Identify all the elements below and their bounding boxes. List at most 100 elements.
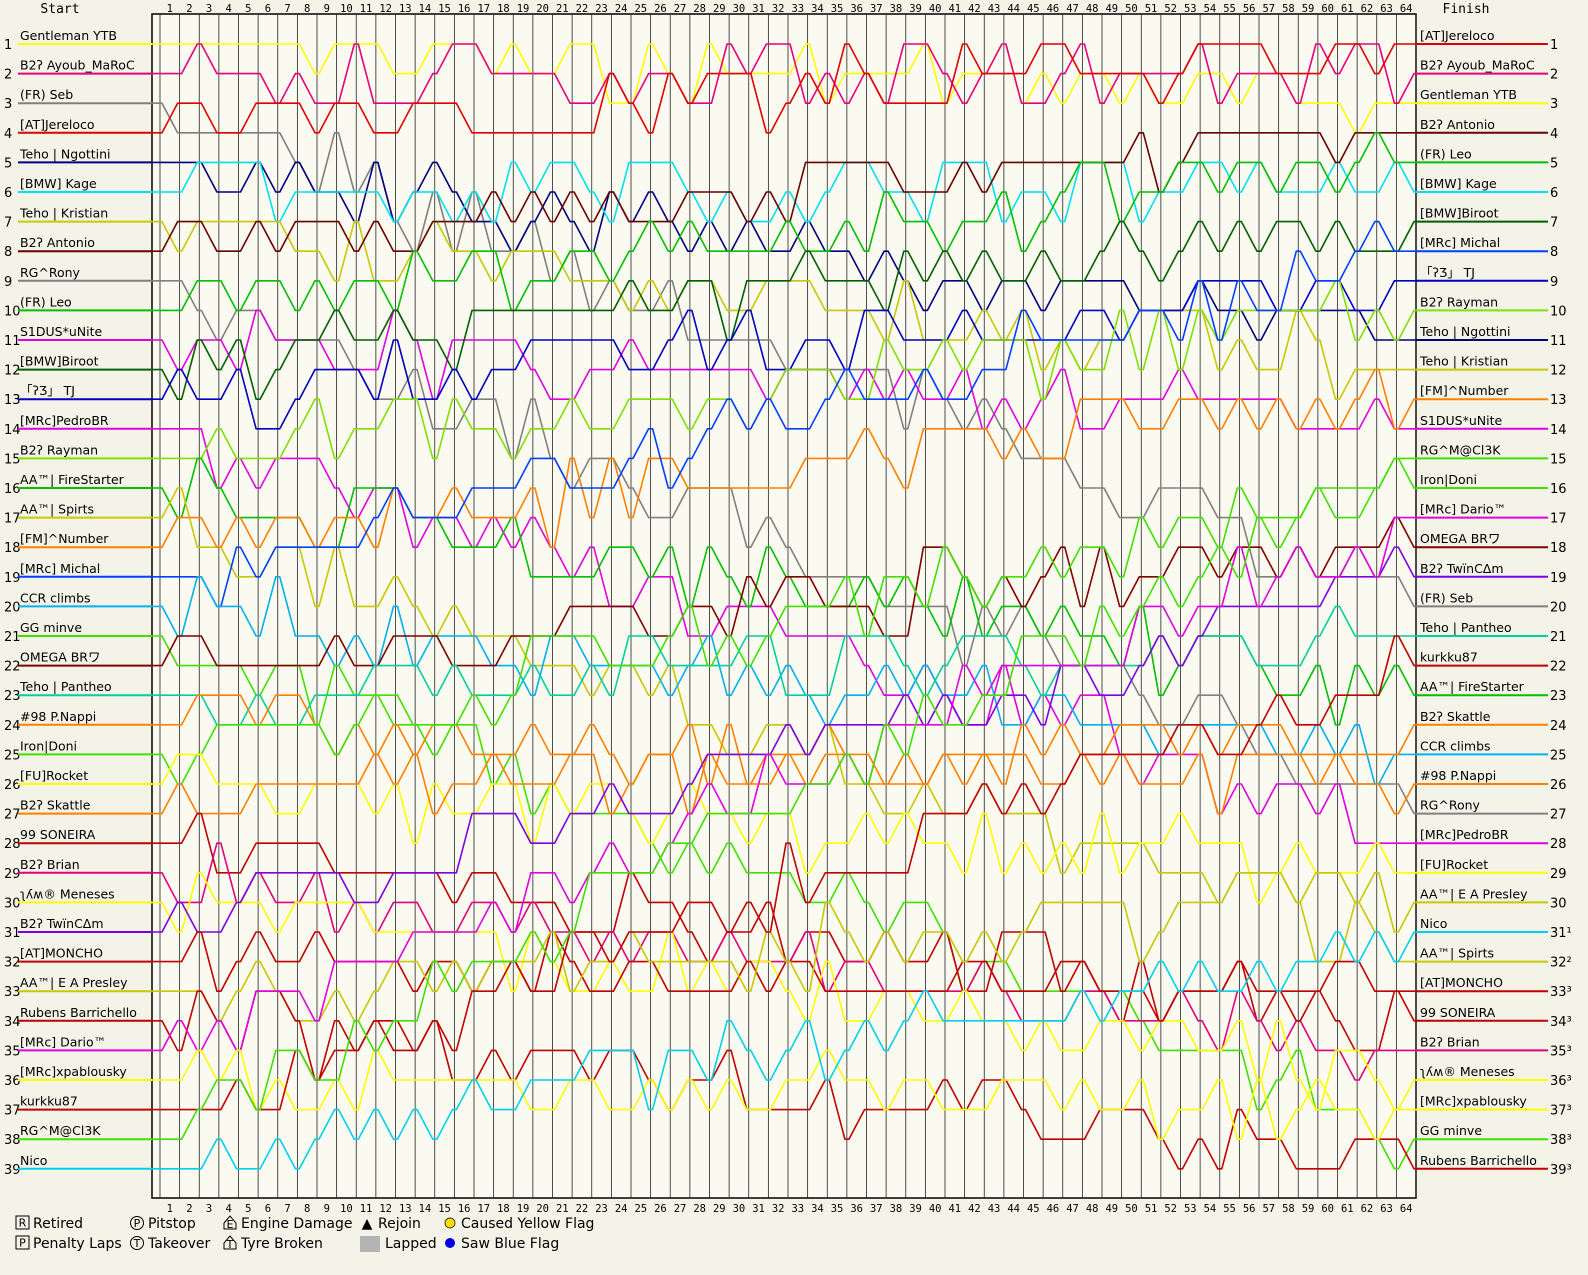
driver-trace	[152, 43, 1416, 134]
lap-number-bottom: 22	[576, 1203, 589, 1215]
lap-number-top: 55	[1223, 3, 1236, 15]
start-position-number: 34	[4, 1015, 21, 1030]
legend-symbol: T	[226, 1238, 234, 1251]
finish-player-name: B2ʔ Brian	[1420, 1034, 1480, 1049]
lap-number-top: 8	[304, 3, 310, 15]
finish-player-name: B2ʔ TwïnCΔm	[1420, 561, 1504, 576]
start-position-number: 15	[4, 452, 21, 467]
lap-number-bottom: 25	[634, 1203, 647, 1215]
legend-blue-dot-icon	[445, 1238, 455, 1248]
start-position-number: 25	[4, 748, 21, 763]
start-position-number: 28	[4, 837, 21, 852]
finish-player-name: [FM]^Number	[1420, 383, 1509, 398]
legend-label: Retired	[33, 1216, 83, 1232]
finish-player-name: ʅʎʍ® Meneses	[1420, 1064, 1515, 1079]
lap-number-top: 61	[1341, 3, 1354, 15]
legend-label: Tyre Broken	[240, 1236, 323, 1252]
lap-number-top: 63	[1380, 3, 1393, 15]
lap-number-top: 5	[245, 3, 251, 15]
lap-number-bottom: 11	[360, 1203, 373, 1215]
finish-position-number: 25	[1550, 748, 1567, 763]
lap-number-top: 20	[536, 3, 549, 15]
lap-number-bottom: 48	[1086, 1203, 1099, 1215]
finish-player-name: [BMW]Biroot	[1420, 206, 1499, 221]
lap-number-bottom: 16	[458, 1203, 471, 1215]
lap-number-top: 42	[968, 3, 981, 15]
start-player-name: AA™| FireStarter	[20, 472, 125, 487]
lap-number-top: 46	[1047, 3, 1060, 15]
lap-number-top: 32	[772, 3, 785, 15]
start-position-number: 27	[4, 808, 21, 823]
lap-number-bottom: 56	[1243, 1203, 1256, 1215]
start-player-name: [FM]^Number	[20, 531, 109, 546]
lap-number-top: 4	[226, 3, 232, 15]
start-player-name: CCR climbs	[20, 590, 91, 605]
finish-player-name: RG^Rony	[1420, 798, 1481, 813]
lap-number-top: 6	[265, 3, 271, 15]
lap-number-top: 43	[988, 3, 1001, 15]
finish-position-number: 21	[1550, 630, 1567, 645]
finish-player-name: [MRc] Dario™	[1420, 502, 1506, 517]
finish-player-name: Rubens Barrichello	[1420, 1153, 1537, 1168]
driver-trace	[152, 43, 1416, 104]
lap-number-top: 36	[850, 3, 863, 15]
driver-trace	[152, 132, 1416, 312]
lap-number-top: 37	[870, 3, 883, 15]
lap-number-bottom: 12	[379, 1203, 392, 1215]
lap-number-bottom: 33	[791, 1203, 804, 1215]
lap-number-bottom: 30	[733, 1203, 746, 1215]
start-position-number: 26	[4, 778, 21, 793]
start-player-name: [FU]Rocket	[20, 768, 88, 783]
start-player-name: B2ʔ Brian	[20, 857, 80, 872]
lap-number-bottom: 21	[556, 1203, 569, 1215]
lap-number-top: 2	[186, 3, 192, 15]
start-position-number: 29	[4, 867, 21, 882]
finish-position-number: 38³	[1550, 1133, 1572, 1148]
lap-number-top: 40	[929, 3, 942, 15]
finish-position-number: 17	[1550, 512, 1567, 527]
start-player-name: Teho | Pantheo	[19, 679, 112, 694]
lap-number-top: 62	[1361, 3, 1374, 15]
start-player-name: kurkku87	[20, 1094, 78, 1109]
lap-number-top: 64	[1400, 3, 1413, 15]
legend-house-icon	[223, 1235, 237, 1250]
lap-number-top: 56	[1243, 3, 1256, 15]
driver-trace	[152, 220, 1416, 608]
lap-number-top: 52	[1164, 3, 1177, 15]
lap-number-top: 53	[1184, 3, 1197, 15]
lap-number-bottom: 37	[870, 1203, 883, 1215]
lap-number-bottom: 41	[948, 1203, 961, 1215]
lap-number-top: 57	[1262, 3, 1275, 15]
start-position-number: 35	[4, 1044, 21, 1059]
start-player-name: [AT]Jereloco	[20, 117, 95, 132]
driver-trace	[152, 872, 1416, 1111]
start-position-number: 17	[4, 512, 21, 527]
lap-number-bottom: 50	[1125, 1203, 1138, 1215]
lap-number-top: 24	[615, 3, 628, 15]
lap-number-top: 12	[379, 3, 392, 15]
lap-number-bottom: 43	[988, 1203, 1001, 1215]
lap-number-top: 60	[1321, 3, 1334, 15]
legend-label: Caused Yellow Flag	[461, 1216, 594, 1232]
lap-number-bottom: 53	[1184, 1203, 1197, 1215]
finish-player-name: [BMW] Kage	[1420, 176, 1497, 191]
start-position-number: 38	[4, 1133, 21, 1148]
finish-player-name: B2ʔ Rayman	[1420, 294, 1498, 309]
start-player-name: #98 P.Nappi	[20, 709, 96, 724]
lap-number-bottom: 19	[517, 1203, 530, 1215]
lap-number-bottom: 27	[674, 1203, 687, 1215]
driver-trace	[152, 576, 1416, 785]
lap-number-top: 28	[693, 3, 706, 15]
legend-symbol: P	[19, 1237, 26, 1250]
start-position-number: 6	[4, 186, 12, 201]
legend-item: T Tyre Broken	[223, 1235, 323, 1252]
driver-trace	[152, 161, 1416, 223]
legend-label: Pitstop	[148, 1216, 196, 1232]
lap-number-bottom: 35	[831, 1203, 844, 1215]
legend-box-icon	[15, 1215, 30, 1230]
finish-position-number: 39³	[1550, 1163, 1572, 1178]
start-player-name: Rubens Barrichello	[20, 1005, 137, 1020]
lap-number-bottom: 61	[1341, 1203, 1354, 1215]
finish-player-name: Teho | Pantheo	[1419, 620, 1512, 635]
lap-number-bottom: 26	[654, 1203, 667, 1215]
